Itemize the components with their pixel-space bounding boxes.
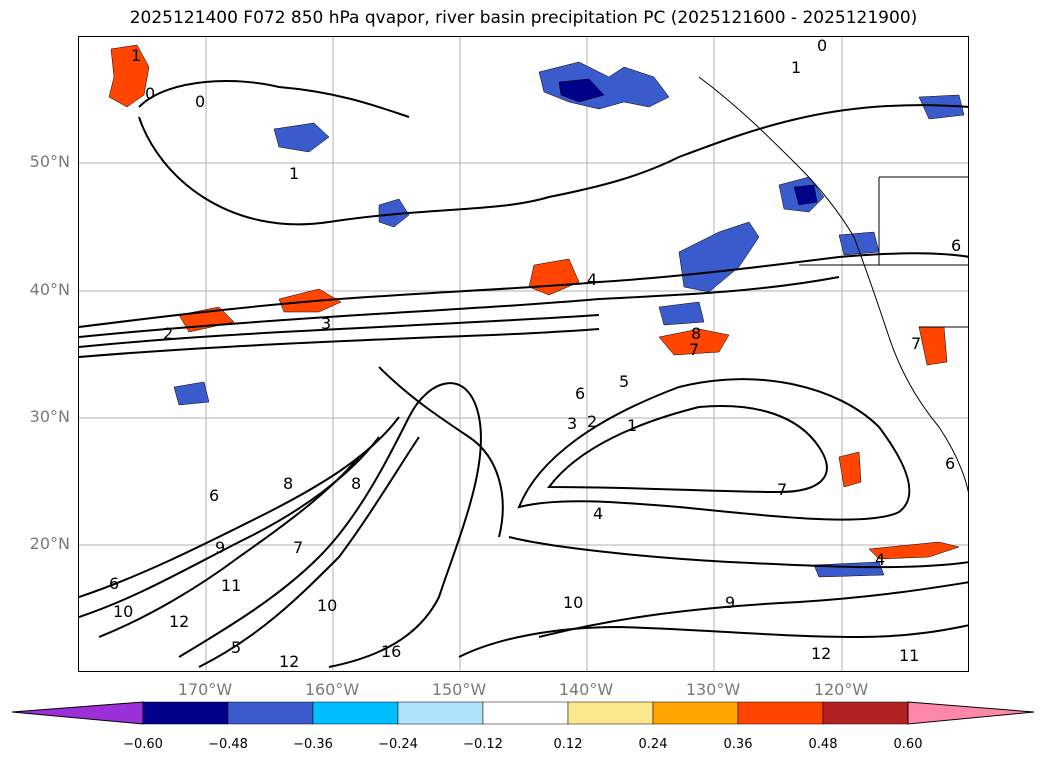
colorbar-segment bbox=[567, 701, 654, 725]
colorbar-segments bbox=[11, 701, 1035, 725]
contour-label: 6 bbox=[109, 574, 119, 593]
contour-label: 0 bbox=[817, 37, 827, 55]
contour-labels: 1 0 0 1 1 0 4 2 3 8 7 6 5 3 2 1 6 8 8 9 … bbox=[109, 37, 961, 671]
contour-label: 2 bbox=[587, 412, 597, 431]
contour-label: 8 bbox=[283, 474, 293, 493]
colorbar-tick-label: 0.12 bbox=[553, 737, 583, 752]
contour-label: 11 bbox=[221, 576, 241, 595]
contour-label: 5 bbox=[231, 638, 241, 657]
contour-label: 4 bbox=[587, 270, 597, 289]
contour-label: 9 bbox=[215, 538, 225, 557]
map-title: 2025121400 F072 850 hPa qvapor, river ba… bbox=[129, 8, 918, 28]
colorbar-tick-label: −0.12 bbox=[463, 737, 503, 752]
colorbar-segment bbox=[822, 701, 909, 725]
contour-label: 7 bbox=[777, 480, 787, 499]
contour-label: 7 bbox=[689, 340, 699, 359]
contour-label: 1 bbox=[131, 46, 141, 65]
contour-label: 6 bbox=[209, 486, 219, 505]
contour-label: 3 bbox=[321, 314, 331, 333]
contour-label: 1 bbox=[289, 164, 299, 183]
contour-label: 10 bbox=[113, 602, 133, 621]
precip-anomaly-fills bbox=[108, 44, 965, 578]
contour-label: 0 bbox=[145, 84, 155, 103]
contour-label: 3 bbox=[567, 414, 577, 433]
colorbar-tick-label: −0.36 bbox=[293, 737, 333, 752]
lon-label-150w: 150°W bbox=[431, 680, 487, 699]
colorbar-segment bbox=[652, 701, 739, 725]
lat-label-40n: 40°N bbox=[29, 280, 70, 299]
contour-label: 5 bbox=[619, 372, 629, 391]
coastlines bbox=[698, 76, 968, 494]
lon-label-120w: 120°W bbox=[813, 680, 869, 699]
contour-label: 11 bbox=[899, 646, 919, 665]
lon-label-170w: 170°W bbox=[177, 680, 233, 699]
colorbar-tick-label: 0.36 bbox=[723, 737, 753, 752]
colorbar-tick-label: −0.60 bbox=[123, 737, 163, 752]
colorbar-tick-label: 0.60 bbox=[893, 737, 923, 752]
lon-label-130w: 130°W bbox=[685, 680, 741, 699]
colorbar-extend-high bbox=[907, 701, 1035, 725]
map-panel: 1 0 0 1 1 0 4 2 3 8 7 6 5 3 2 1 6 8 8 9 … bbox=[78, 36, 969, 672]
contour-label: 4 bbox=[593, 504, 603, 523]
contour-label: 8 bbox=[691, 324, 701, 343]
colorbar-segment bbox=[312, 701, 399, 725]
contour-label: 4 bbox=[875, 550, 885, 569]
colorbar-extend-low bbox=[11, 701, 144, 725]
colorbar-segment bbox=[737, 701, 824, 725]
contour-label: 6 bbox=[575, 384, 585, 403]
colorbar bbox=[11, 701, 1035, 725]
colorbar-segment bbox=[142, 701, 229, 725]
contour-label: 10 bbox=[563, 593, 583, 612]
contour-label: 9 bbox=[725, 593, 735, 612]
lon-label-140w: 140°W bbox=[558, 680, 614, 699]
contour-label: 12 bbox=[811, 644, 831, 663]
contour-label: 7 bbox=[293, 538, 303, 557]
lat-label-50n: 50°N bbox=[29, 152, 70, 171]
contour-label: 0 bbox=[195, 92, 205, 111]
lat-label-30n: 30°N bbox=[29, 407, 70, 426]
contour-label: 6 bbox=[951, 236, 961, 255]
map-canvas: 1 0 0 1 1 0 4 2 3 8 7 6 5 3 2 1 6 8 8 9 … bbox=[79, 37, 968, 671]
colorbar-tick-label: 0.24 bbox=[638, 737, 668, 752]
contour-label: 12 bbox=[279, 652, 299, 671]
contour-label: 8 bbox=[351, 474, 361, 493]
colorbar-tick-label: −0.48 bbox=[208, 737, 248, 752]
contour-label: 6 bbox=[945, 454, 955, 473]
contour-label: 10 bbox=[317, 596, 337, 615]
colorbar-tick-label: −0.24 bbox=[378, 737, 418, 752]
colorbar-segment bbox=[227, 701, 314, 725]
lat-label-20n: 20°N bbox=[29, 534, 70, 553]
qvapor-contours bbox=[79, 80, 968, 668]
contour-label: 16 bbox=[381, 642, 401, 661]
colorbar-segment bbox=[397, 701, 484, 725]
contour-label: 12 bbox=[169, 612, 189, 631]
colorbar-segment bbox=[482, 701, 569, 725]
contour-label: 1 bbox=[627, 416, 637, 435]
contour-label: 1 bbox=[791, 58, 801, 77]
contour-label: 2 bbox=[163, 324, 173, 343]
contour-label: 7 bbox=[911, 334, 921, 353]
colorbar-tick-label: 0.48 bbox=[808, 737, 838, 752]
lon-label-160w: 160°W bbox=[304, 680, 360, 699]
